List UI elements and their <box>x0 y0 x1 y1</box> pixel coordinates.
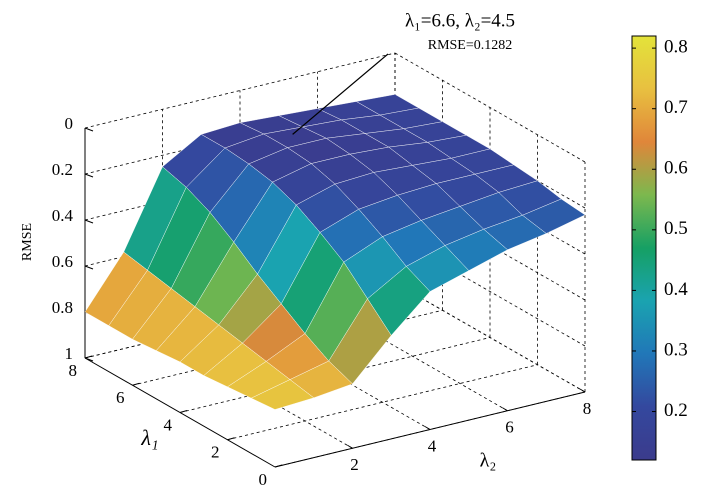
z-tick-label: 0.4 <box>52 206 74 225</box>
annotation-leader <box>292 53 389 135</box>
tick-mark <box>84 355 93 359</box>
grid-line <box>394 282 586 393</box>
tick-mark <box>84 127 94 132</box>
colorbar-tick-label: 0.7 <box>664 97 688 118</box>
z-tick-label: 1 <box>65 344 74 363</box>
tick-mark <box>84 173 94 178</box>
colorbar-tick-label: 0.6 <box>664 158 688 179</box>
x-tick-label: 4 <box>164 415 173 434</box>
colorbar-tick-label: 0.4 <box>664 279 688 300</box>
tick-mark <box>502 407 508 412</box>
tick-mark <box>347 444 353 449</box>
tick-mark <box>132 382 140 386</box>
colorbar <box>631 35 657 461</box>
y-axis-label: λ₂ <box>480 450 497 472</box>
grid-line <box>227 364 538 441</box>
x-tick-label: 2 <box>211 443 220 462</box>
y-tick-label: 2 <box>350 455 359 474</box>
surface-patch <box>250 379 315 410</box>
tick-mark <box>84 219 94 224</box>
y-tick-label: 6 <box>505 418 514 437</box>
tick-mark <box>424 426 431 430</box>
grid-line <box>179 337 491 413</box>
x-tick-label: 6 <box>116 388 125 407</box>
colorbar-tick-label: 0.3 <box>664 339 688 360</box>
x-tick-label: 0 <box>259 470 268 489</box>
colorbar-tick-label: 0.2 <box>664 400 688 421</box>
z-tick-label: 0 <box>65 114 74 133</box>
grid-line <box>84 52 396 129</box>
colorbar-tick-label: 0.5 <box>664 218 688 239</box>
annotation-line: λ₁=6.6, λ₂=4.5 <box>405 10 515 31</box>
y-tick-label: 8 <box>583 399 592 418</box>
tick-mark <box>179 410 188 413</box>
surface <box>84 94 586 410</box>
tick-mark <box>84 357 94 362</box>
z-tick-label: 0.6 <box>52 252 73 271</box>
tick-mark <box>84 265 94 270</box>
x-axis-label: λ₁ <box>140 425 158 450</box>
grid-line <box>394 52 586 163</box>
tick-mark <box>227 437 235 441</box>
colorbar-tick-label: 0.8 <box>664 36 688 57</box>
x-tick-label: 8 <box>69 361 78 380</box>
y-tick-label: 4 <box>428 436 437 455</box>
z-tick-label: 0.8 <box>52 298 73 317</box>
tick-mark <box>274 464 283 468</box>
z-tick-label: 0.2 <box>52 160 73 179</box>
z-axis-label: RMSE <box>20 223 35 261</box>
tick-mark <box>579 388 586 393</box>
annotation-line: RMSE=0.1282 <box>428 38 513 53</box>
